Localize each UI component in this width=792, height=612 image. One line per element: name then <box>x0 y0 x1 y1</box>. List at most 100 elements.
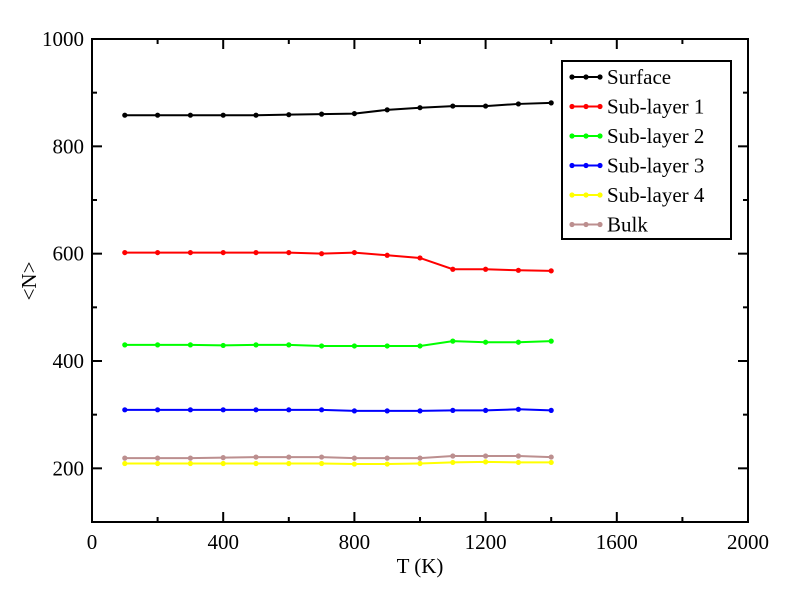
data-point <box>122 342 127 347</box>
y-tick-label: 800 <box>53 134 85 158</box>
data-point <box>155 456 160 461</box>
y-tick-label: 200 <box>53 456 85 480</box>
y-tick-label: 600 <box>53 242 85 266</box>
data-point <box>385 408 390 413</box>
data-point <box>417 456 422 461</box>
data-point <box>188 407 193 412</box>
data-point <box>549 100 554 105</box>
data-point <box>221 250 226 255</box>
data-point <box>483 340 488 345</box>
x-tick-label: 2000 <box>727 530 769 554</box>
x-tick-label: 400 <box>207 530 239 554</box>
data-point <box>483 453 488 458</box>
data-point <box>155 407 160 412</box>
data-point <box>253 250 258 255</box>
data-point <box>385 343 390 348</box>
data-point <box>286 461 291 466</box>
legend-marker <box>597 133 602 138</box>
data-point <box>122 113 127 118</box>
x-tick-label: 1600 <box>596 530 638 554</box>
data-point <box>319 251 324 256</box>
data-point <box>286 342 291 347</box>
data-point <box>483 408 488 413</box>
data-point <box>385 253 390 258</box>
data-point <box>155 342 160 347</box>
data-point <box>122 461 127 466</box>
data-point <box>352 456 357 461</box>
data-point <box>450 408 455 413</box>
legend-marker <box>583 104 588 109</box>
data-point <box>516 453 521 458</box>
data-point <box>450 460 455 465</box>
data-point <box>253 407 258 412</box>
legend-marker <box>597 163 602 168</box>
data-point <box>549 339 554 344</box>
legend-marker <box>569 192 574 197</box>
data-point <box>450 453 455 458</box>
y-axis-title: <N> <box>17 262 41 301</box>
legend-marker <box>583 192 588 197</box>
legend-marker <box>597 74 602 79</box>
y-tick-label: 400 <box>53 349 85 373</box>
line-chart: 0 400 800 1200 1600 2000 200 400 600 800 1000 T (K… <box>0 0 792 612</box>
data-point <box>155 113 160 118</box>
data-point <box>221 455 226 460</box>
data-point <box>450 103 455 108</box>
data-point <box>417 408 422 413</box>
data-point <box>516 340 521 345</box>
data-point <box>319 112 324 117</box>
data-point <box>516 460 521 465</box>
data-point <box>549 268 554 273</box>
data-point <box>221 113 226 118</box>
data-point <box>417 255 422 260</box>
data-point <box>450 267 455 272</box>
data-point <box>286 250 291 255</box>
legend-label: Surface <box>607 65 671 89</box>
data-point <box>286 407 291 412</box>
data-point <box>352 111 357 116</box>
legend-marker <box>583 74 588 79</box>
data-point <box>188 461 193 466</box>
data-point <box>385 461 390 466</box>
legend-label: Sub-layer 3 <box>607 154 704 178</box>
x-axis-title: T (K) <box>397 554 444 578</box>
data-point <box>221 461 226 466</box>
data-point <box>417 461 422 466</box>
data-point <box>319 454 324 459</box>
legend-marker <box>569 74 574 79</box>
data-point <box>286 454 291 459</box>
data-point <box>352 250 357 255</box>
data-point <box>352 461 357 466</box>
data-point <box>319 461 324 466</box>
data-point <box>253 113 258 118</box>
data-point <box>483 459 488 464</box>
y-tick-label: 1000 <box>42 27 84 51</box>
data-point <box>188 342 193 347</box>
legend-marker <box>583 222 588 227</box>
data-point <box>155 250 160 255</box>
data-point <box>483 103 488 108</box>
legend-marker <box>569 104 574 109</box>
data-point <box>385 107 390 112</box>
data-point <box>122 250 127 255</box>
data-point <box>417 343 422 348</box>
data-point <box>516 101 521 106</box>
x-tick-label: 800 <box>339 530 371 554</box>
data-point <box>155 461 160 466</box>
data-point <box>483 267 488 272</box>
x-tick-label: 0 <box>87 530 98 554</box>
data-point <box>122 456 127 461</box>
legend-marker <box>583 163 588 168</box>
data-point <box>253 342 258 347</box>
legend-marker <box>583 133 588 138</box>
legend-marker <box>569 222 574 227</box>
x-tick-label: 1200 <box>465 530 507 554</box>
legend-label: Sub-layer 4 <box>607 183 705 207</box>
data-point <box>319 407 324 412</box>
legend: Surface Sub-layer 1 Sub-layer 2 Sub-layer 3… <box>562 61 731 239</box>
data-point <box>549 454 554 459</box>
data-point <box>549 408 554 413</box>
data-point <box>221 407 226 412</box>
legend-marker <box>569 163 574 168</box>
data-point <box>253 461 258 466</box>
